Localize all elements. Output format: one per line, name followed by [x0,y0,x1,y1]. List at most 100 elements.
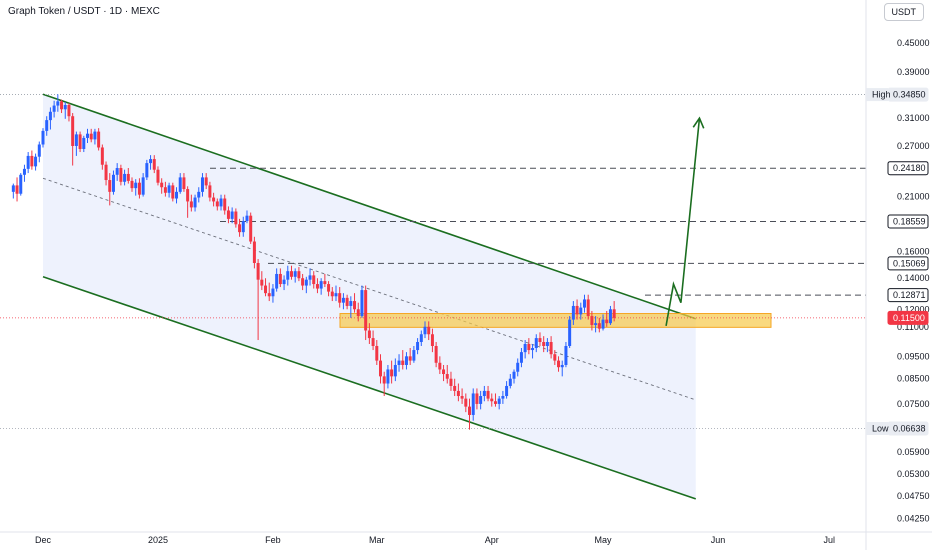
high-label-bg [866,88,888,102]
candle [393,358,397,382]
candle-body [97,131,101,148]
candle [293,268,297,283]
candle-body [512,371,516,379]
candle [568,316,572,349]
candle-body [200,177,204,192]
x-tick-label: Feb [265,535,281,545]
candle-body [486,390,490,399]
y-tick-label: 0.08500 [897,374,930,384]
candle-body [48,111,52,121]
candle [356,302,360,322]
x-tick-label: Dec [35,535,52,545]
candle-body [234,211,238,225]
candle [52,100,56,118]
candle [549,336,553,359]
candle [327,281,331,297]
candle [590,310,594,331]
candle [223,194,227,215]
candle-body [60,101,64,110]
y-tick-label: 0.05900 [897,447,930,457]
level-price-tag-text: 0.12871 [893,290,926,300]
candle [34,153,38,171]
candle [512,369,516,384]
candle-body [501,396,505,399]
candle [152,155,156,174]
candle [345,294,349,310]
candle [582,294,586,313]
candle-body [534,338,538,349]
candle [430,328,434,353]
candle-body [401,360,405,365]
candle [56,94,60,112]
y-tick-label: 0.16000 [897,246,930,256]
candle-body [41,130,45,145]
candle [534,334,538,353]
candle [208,181,212,202]
candle-body [312,275,316,285]
chart-title: Graph Token / USDT · 1D · MEXC [8,6,160,17]
y-tick-label: 0.31000 [897,113,930,123]
candle-body [605,319,609,324]
candle-body [256,263,260,280]
candle-body [115,168,119,175]
candle [219,194,223,211]
candle-body [430,334,434,346]
candle [197,187,201,203]
candle-body [15,185,19,194]
candle-body [293,271,297,277]
level-price-tag: 0.12871 [887,288,929,303]
candle [63,101,67,119]
candle [401,350,405,370]
candle-body [26,155,30,169]
candle-body [204,177,208,186]
level-price-tag: 0.18559 [887,214,929,229]
candle [30,150,34,170]
current-price-tag-text: 0.11500 [893,313,925,323]
candle-body [545,342,549,346]
candle [527,338,531,355]
candle [212,192,216,207]
candle [486,385,490,402]
current-price-tag-bg [887,310,929,325]
candle [156,166,160,186]
candle-body [571,305,575,320]
candle [137,178,141,199]
candle [493,393,497,407]
candle-body [356,309,360,317]
candle [427,321,431,341]
candle [289,265,293,280]
candle-body [586,299,590,317]
candle [612,301,616,322]
candle [397,354,401,372]
candle-body [549,342,553,355]
candle [115,163,119,181]
candle-body [479,396,483,404]
channel-upper-line [42,93,697,320]
candle [249,212,253,244]
candle-body [508,378,512,386]
candle [341,293,345,310]
candle-body [364,290,368,331]
candle-body [315,284,319,289]
candle [130,177,134,192]
candle [297,267,301,282]
candle-body [612,309,616,318]
candle-body [393,364,397,377]
candle-body [453,385,457,391]
candle [111,170,115,195]
level-price-tag: 0.24180 [887,161,929,176]
candle [48,107,52,130]
levels-layer [0,94,866,429]
candle-body [538,338,542,343]
candle-body [408,356,412,361]
candle [175,187,179,204]
candle [304,276,308,294]
candle [471,388,475,421]
currency-button[interactable]: USDT [883,3,924,21]
candle [145,159,149,181]
candle-body [367,330,371,339]
candle-body [360,290,364,317]
candle [160,178,164,194]
candle [408,348,412,365]
